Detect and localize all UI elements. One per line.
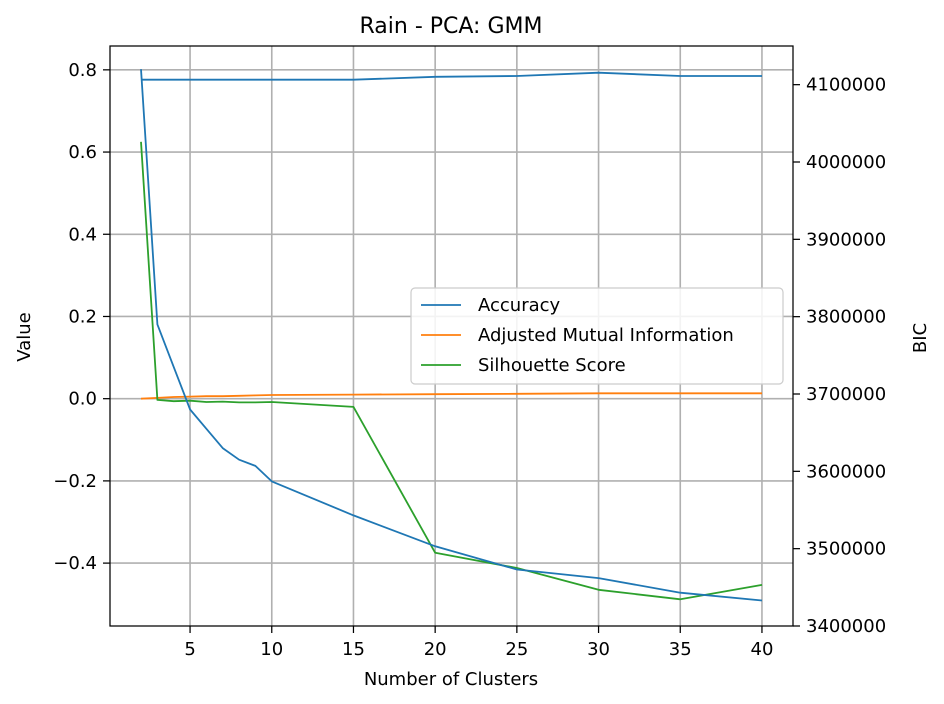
x-tick-label: 15 [342, 639, 365, 660]
x-axis: 5 10 15 20 25 30 35 40 [184, 626, 773, 660]
series-line-accuracy [141, 71, 762, 81]
y-tick-label: 0.8 [68, 60, 97, 81]
series-line-silhouette-score [140, 141, 763, 601]
y-tick-label: 0.0 [68, 389, 97, 410]
x-tick-label: 20 [424, 639, 447, 660]
grid [110, 46, 793, 626]
y-axis-right: 3400000 3500000 3600000 3700000 3800000 39000… [793, 75, 886, 637]
legend: Accuracy Adjusted Mutual Information Silho… [410, 287, 784, 385]
y-axis-label: Value [14, 312, 35, 361]
y2-tick-label: 3900000 [806, 229, 886, 250]
y-axis-left: −0.4 −0.2 0.0 0.2 0.4 0.6 0.8 [53, 60, 110, 574]
y2-tick-label: 3800000 [806, 307, 886, 328]
x-tick-label: 25 [505, 639, 528, 660]
series-line-adjusted-mutual-information [140, 392, 762, 400]
x-tick-label: 40 [751, 639, 774, 660]
x-tick-label: 5 [184, 639, 195, 660]
y-tick-label: −0.2 [53, 471, 97, 492]
x-tick-label: 30 [587, 639, 610, 660]
x-axis-label: Number of Clusters [364, 669, 538, 690]
legend-label: Accuracy [478, 295, 561, 316]
legend-label: Adjusted Mutual Information [478, 325, 734, 346]
y2-tick-label: 4000000 [806, 152, 886, 173]
plot-frame [109, 45, 794, 627]
y2-tick-label: 4100000 [806, 75, 886, 96]
y-tick-label: 0.2 [68, 306, 97, 327]
x-tick-label: 10 [260, 639, 283, 660]
legend-box [410, 287, 784, 385]
y2-tick-label: 3400000 [806, 616, 886, 637]
y-tick-label: 0.6 [68, 142, 97, 163]
y2-tick-label: 3500000 [806, 539, 886, 560]
y2-tick-label: 3700000 [806, 384, 886, 405]
x-tick-label: 35 [669, 639, 692, 660]
legend-label: Silhouette Score [478, 355, 626, 376]
series-layer [140, 69, 763, 602]
y2-tick-label: 3600000 [806, 461, 886, 482]
chart-title: Rain - PCA: GMM [360, 14, 543, 39]
series-line-bic [140, 69, 763, 602]
y2-axis-label: BIC [910, 323, 931, 353]
y-tick-label: 0.4 [68, 224, 97, 245]
y-tick-label: −0.4 [53, 553, 97, 574]
